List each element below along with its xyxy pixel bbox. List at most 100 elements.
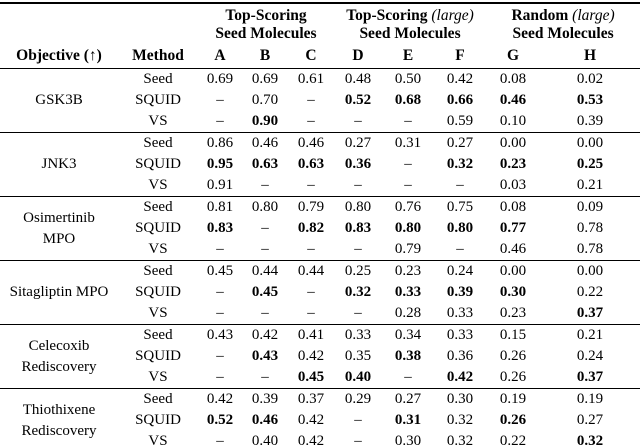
value-cell: 0.03 (499, 177, 527, 193)
group-title-italic: (large) (431, 7, 474, 24)
objective-block: Osimertinib MPO Seed 0.81 0.80 0.79 0.80 0.76 0… (0, 196, 640, 261)
value-cell: 0.25 (344, 263, 372, 279)
value-cell: 0.95 (206, 156, 234, 172)
table-row: SQUID – 0.45 – 0.32 0.33 0.39 0.30 0.22 (0, 282, 640, 303)
value-cell: 0.90 (251, 113, 279, 129)
value-cell: 0.33 (446, 327, 474, 343)
table-row: Celecoxib Rediscovery Seed 0.43 0.42 0.41 0.3… (0, 325, 640, 375)
value-cell: – (307, 113, 315, 129)
value-cell: – (354, 412, 362, 428)
value-cell: 0.46 (297, 135, 325, 151)
group-header-random-large: Random (large) Seed Molecules (486, 3, 640, 43)
value-cell: 0.42 (297, 348, 325, 364)
value-cell: 0.77 (499, 220, 527, 236)
value-cell: 0.35 (344, 348, 372, 364)
value-cell: 0.50 (394, 71, 422, 87)
group-title-text: Top-Scoring (225, 7, 307, 24)
value-cell: – (261, 220, 269, 236)
col-letter-g: G (507, 47, 520, 64)
value-cell: 0.80 (446, 220, 474, 236)
value-cell: 0.30 (499, 284, 527, 300)
value-cell: – (216, 305, 224, 321)
value-cell: 0.41 (297, 327, 325, 343)
value-cell: – (404, 113, 412, 129)
table-row: SQUID 0.52 0.46 0.42 – 0.31 0.32 0.26 0.27 (0, 410, 640, 431)
value-cell: 0.39 (576, 113, 604, 129)
column-letters-row: Objective (↑) Method A B C D E F G H (0, 43, 640, 69)
table-row: VS – 0.40 0.42 – 0.30 0.32 0.22 0.32 (0, 431, 640, 445)
table-row: JNK3 Seed 0.86 0.46 0.46 0.27 0.31 0.27 0.00 0.00 (0, 133, 640, 172)
group-title: Top-Scoring (large) (334, 7, 486, 25)
objective-label: JNK3 (41, 156, 77, 172)
value-cell: 0.79 (394, 241, 422, 257)
value-cell: – (261, 305, 269, 321)
value-cell: 0.33 (394, 284, 422, 300)
value-cell: – (261, 369, 269, 385)
table-row: SQUID – 0.43 0.42 0.35 0.38 0.36 0.26 0.24 (0, 346, 640, 367)
table-row: VS – – – – 0.79 – 0.46 0.78 (0, 239, 640, 261)
value-cell: 0.23 (499, 305, 527, 321)
value-cell: 0.69 (251, 71, 279, 87)
value-cell: 0.09 (576, 199, 604, 215)
value-cell: 0.02 (576, 71, 604, 87)
objective-block: Thiothixene Rediscovery Seed 0.42 0.39 0.37 0… (0, 388, 640, 445)
value-cell: 0.78 (576, 241, 604, 257)
value-cell: 0.28 (394, 305, 422, 321)
value-cell: 0.26 (499, 412, 527, 428)
col-letter-a: A (214, 47, 226, 64)
value-cell: 0.24 (446, 263, 474, 279)
value-cell: 0.27 (394, 391, 422, 407)
value-cell: 0.39 (446, 284, 474, 300)
value-cell: – (404, 369, 412, 385)
table-row: VS – – – – 0.28 0.33 0.23 0.37 (0, 303, 640, 325)
value-cell: 0.81 (206, 199, 234, 215)
objective-block: JNK3 Seed 0.86 0.46 0.46 0.27 0.31 0.27 0.00 0.00… (0, 132, 640, 197)
value-cell: 0.32 (446, 433, 474, 445)
col-letter-h: H (584, 47, 597, 64)
value-cell: 0.45 (297, 369, 325, 385)
method-label: SQUID (135, 348, 181, 364)
value-cell: 0.08 (499, 71, 527, 87)
value-cell: 0.37 (297, 391, 325, 407)
value-cell: 0.32 (576, 433, 604, 445)
value-cell: 0.42 (297, 412, 325, 428)
value-cell: 0.29 (344, 391, 372, 407)
value-cell: – (354, 241, 362, 257)
group-title-text: Random (511, 7, 569, 24)
table-row: VS – – 0.45 0.40 – 0.42 0.26 0.37 (0, 367, 640, 389)
group-title-text: Top-Scoring (346, 7, 428, 24)
value-cell: – (307, 284, 315, 300)
value-cell: 0.32 (446, 156, 474, 172)
group-header-top-scoring: Top-Scoring Seed Molecules (198, 3, 334, 43)
value-cell: 0.24 (576, 348, 604, 364)
value-cell: 0.31 (394, 135, 422, 151)
table-row: Thiothixene Rediscovery Seed 0.42 0.39 0.37 0… (0, 389, 640, 439)
value-cell: 0.22 (576, 284, 604, 300)
method-label: VS (148, 113, 168, 129)
method-label: Seed (143, 71, 173, 87)
method-label: VS (148, 177, 168, 193)
method-label: SQUID (135, 92, 181, 108)
objective-label: Osimertinib MPO (23, 209, 95, 247)
value-cell: 0.37 (576, 369, 604, 385)
value-cell: 0.32 (344, 284, 372, 300)
method-column-header: Method (132, 47, 184, 64)
method-label: SQUID (135, 156, 181, 172)
value-cell: 0.83 (206, 220, 234, 236)
value-cell: – (307, 92, 315, 108)
value-cell: 0.30 (446, 391, 474, 407)
value-cell: 0.44 (297, 263, 325, 279)
value-cell: 0.76 (394, 199, 422, 215)
value-cell: – (354, 113, 362, 129)
value-cell: 0.91 (206, 177, 234, 193)
value-cell: 0.10 (499, 113, 527, 129)
value-cell: 0.23 (394, 263, 422, 279)
value-cell: 0.46 (499, 92, 527, 108)
value-cell: 0.52 (344, 92, 372, 108)
value-cell: 0.25 (576, 156, 604, 172)
method-label: SQUID (135, 220, 181, 236)
group-header-row: Top-Scoring Seed Molecules Top-Scoring (… (0, 3, 640, 43)
value-cell: – (456, 177, 464, 193)
value-cell: 0.66 (446, 92, 474, 108)
value-cell: 0.42 (206, 391, 234, 407)
